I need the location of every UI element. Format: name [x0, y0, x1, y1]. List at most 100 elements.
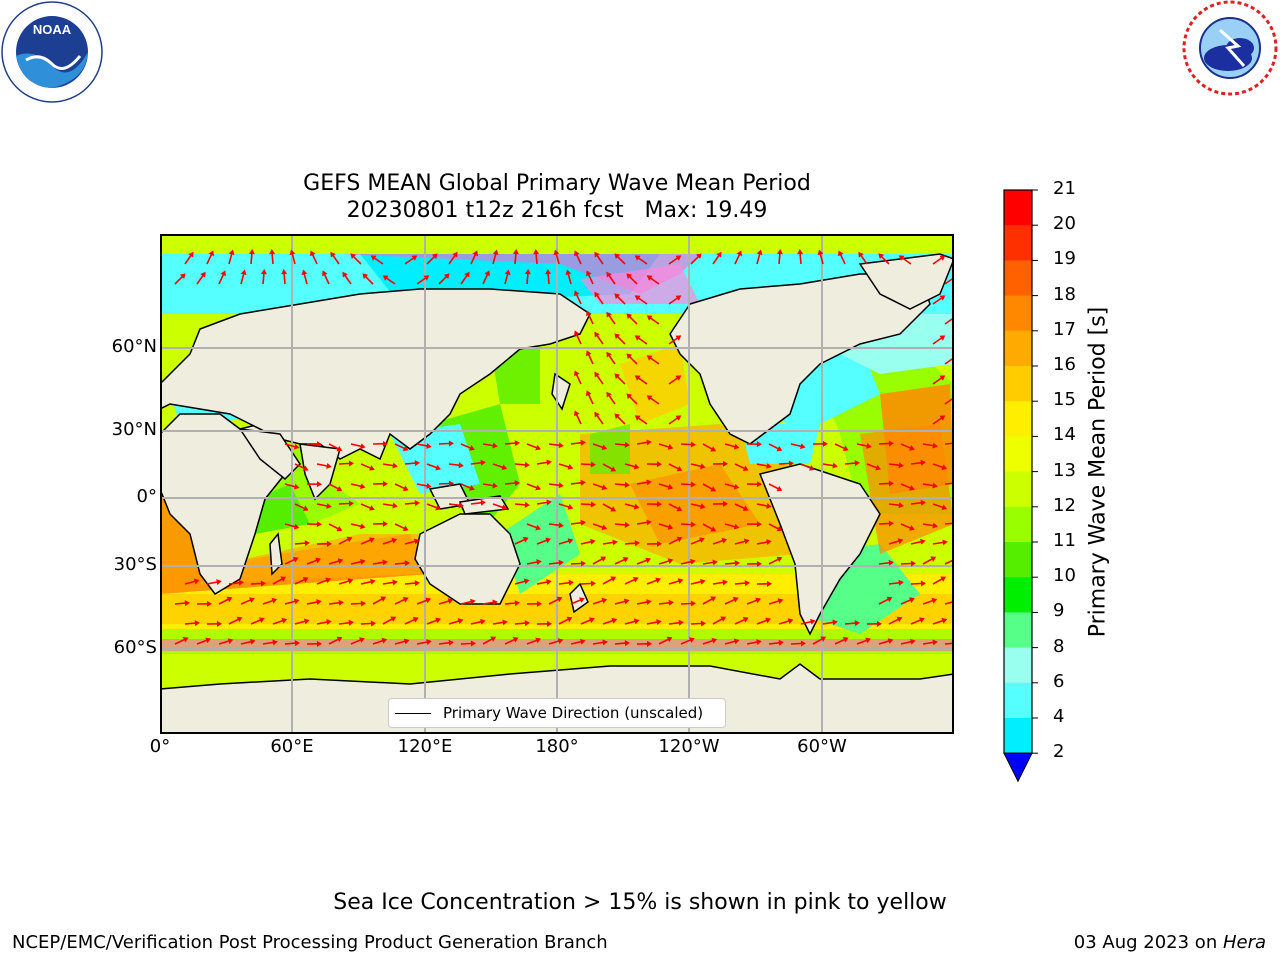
wave-arrow	[592, 523, 608, 531]
wave-arrow	[734, 617, 749, 625]
wave-arrow	[548, 442, 564, 449]
wave-arrow	[460, 443, 475, 451]
wave-arrow	[812, 636, 827, 645]
wave-arrow	[768, 443, 783, 452]
wave-arrow	[240, 638, 256, 645]
wave-arrow	[888, 502, 904, 509]
wave-arrow	[778, 460, 794, 467]
map-legend: Primary Wave Direction (unscaled)	[388, 698, 726, 728]
wave-arrow	[580, 617, 595, 625]
colorbar-tick-label: 15	[1053, 389, 1076, 411]
wave-arrow	[438, 440, 454, 447]
wave-arrow	[482, 599, 498, 606]
map-border	[160, 234, 954, 734]
wave-arrow	[756, 580, 772, 587]
wave-arrow	[240, 597, 255, 605]
wave-arrow	[844, 460, 860, 467]
wave-arrow	[492, 463, 508, 471]
wave-arrow	[196, 637, 212, 645]
wave-arrow	[504, 269, 511, 285]
wave-arrow	[328, 483, 343, 492]
wave-arrow	[306, 640, 322, 647]
wave-arrow	[932, 415, 946, 425]
y-tick-label: 60°S	[113, 637, 157, 658]
wave-arrow	[624, 540, 640, 547]
wave-arrow	[592, 597, 608, 605]
wave-arrow	[898, 255, 912, 265]
colorbar-tick-label: 13	[1053, 459, 1076, 481]
wave-arrow	[281, 269, 288, 285]
wave-arrow	[910, 580, 926, 587]
wave-arrow	[362, 273, 374, 285]
wave-arrow	[668, 578, 684, 585]
wave-arrow	[680, 558, 696, 565]
wave-arrow	[206, 620, 222, 627]
wave-arrow	[614, 557, 629, 565]
wave-arrow	[372, 440, 388, 447]
wave-arrow	[370, 255, 384, 265]
colorbar-tick-label: 17	[1053, 318, 1076, 340]
wave-arrow	[614, 413, 626, 425]
colorbar-segment	[1004, 330, 1032, 367]
wave-arrow	[416, 442, 432, 449]
x-tick-label: 0°	[149, 736, 171, 757]
wave-arrow	[448, 502, 464, 509]
x-tick-label: 60°W	[797, 736, 847, 757]
wave-arrow	[206, 579, 222, 586]
colorbar-segment	[1004, 295, 1032, 332]
wave-arrow	[338, 460, 354, 467]
wave-arrow	[668, 295, 682, 305]
wave-arrow	[690, 537, 705, 545]
wave-arrow	[360, 578, 376, 585]
wave-arrow	[574, 370, 582, 385]
x-tick-label: 120°E	[397, 736, 453, 757]
wave-arrow	[602, 463, 617, 472]
wave-arrow	[350, 523, 366, 530]
wave-arrow	[196, 600, 212, 607]
wave-arrow	[526, 483, 542, 491]
wave-arrow	[372, 637, 388, 645]
colorbar-segment	[1004, 682, 1032, 719]
wave-arrow	[668, 503, 683, 512]
colorbar-tick-label: 2	[1053, 741, 1065, 763]
colorbar-segment	[1004, 190, 1032, 226]
wave-arrow	[558, 503, 574, 510]
wave-arrow	[504, 600, 520, 607]
wave-arrow	[548, 482, 564, 489]
wave-arrow	[294, 540, 310, 547]
wave-arrow	[614, 373, 626, 385]
wave-arrow	[746, 441, 762, 448]
wave-arrow	[260, 269, 267, 285]
wave-arrow	[680, 441, 696, 448]
wave-arrow	[536, 459, 552, 466]
wave-arrow	[404, 580, 420, 587]
wave-arrow	[624, 463, 640, 470]
x-tick-label: 60°E	[270, 736, 314, 757]
wave-arrow	[306, 599, 322, 606]
wave-arrow	[790, 443, 806, 450]
run-date-text: 03 Aug 2023 on	[1073, 932, 1223, 953]
wave-arrow	[646, 577, 662, 585]
wave-arrow	[438, 273, 450, 285]
wave-arrow	[910, 459, 926, 466]
wave-arrow	[586, 390, 594, 405]
wave-arrow	[776, 249, 783, 265]
wave-arrow	[658, 443, 674, 450]
wave-arrow	[316, 619, 332, 626]
wave-arrow	[272, 617, 288, 625]
wave-arrow	[514, 537, 529, 545]
wave-arrow	[768, 556, 783, 565]
wave-arrow	[570, 479, 586, 486]
wave-arrow	[668, 415, 682, 425]
wave-arrow	[690, 620, 706, 627]
wave-arrow	[394, 597, 409, 605]
wave-arrow	[756, 462, 772, 469]
wave-arrow	[218, 270, 226, 285]
wave-arrow	[372, 480, 388, 487]
wave-arrow	[284, 483, 300, 490]
colorbar-tick-label: 14	[1053, 424, 1076, 446]
wave-arrow	[658, 483, 674, 490]
colorbar-segment	[1004, 471, 1032, 508]
wave-arrow	[724, 443, 740, 450]
wave-arrow	[606, 271, 616, 285]
